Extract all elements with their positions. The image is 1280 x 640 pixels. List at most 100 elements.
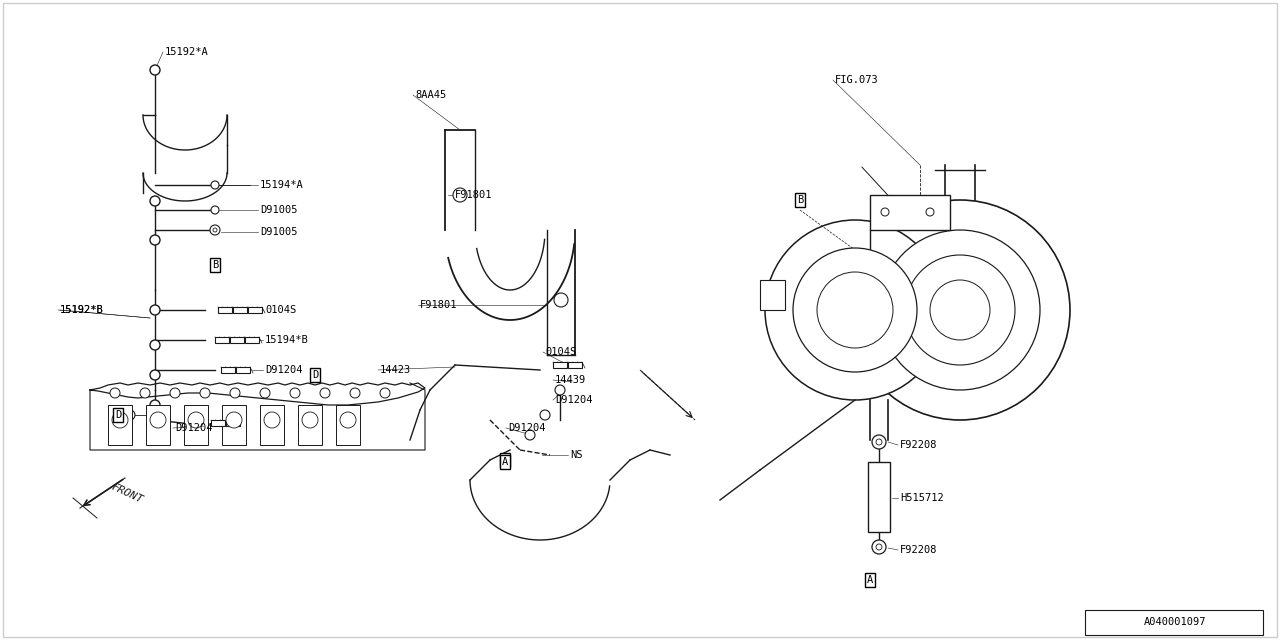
Text: B: B <box>212 260 218 270</box>
Text: D: D <box>115 410 122 420</box>
Text: FIG.073: FIG.073 <box>835 75 879 85</box>
Text: A: A <box>502 455 508 465</box>
Text: 15192*A: 15192*A <box>165 47 209 57</box>
Circle shape <box>540 410 550 420</box>
Text: 15192*B: 15192*B <box>60 305 104 315</box>
Text: 15192*B: 15192*B <box>60 305 104 315</box>
Circle shape <box>291 388 300 398</box>
Circle shape <box>881 230 1039 390</box>
Text: 0104S: 0104S <box>545 347 576 357</box>
Circle shape <box>200 388 210 398</box>
Circle shape <box>264 412 280 428</box>
Circle shape <box>113 412 128 428</box>
Circle shape <box>380 388 390 398</box>
Text: D91005: D91005 <box>260 227 297 237</box>
Text: D91204: D91204 <box>508 423 545 433</box>
Circle shape <box>140 388 150 398</box>
Text: 8AA45: 8AA45 <box>415 90 447 100</box>
Bar <box>248 307 262 313</box>
Bar <box>870 195 950 230</box>
Circle shape <box>850 200 1070 420</box>
Bar <box>218 307 232 313</box>
Text: H515712: H515712 <box>900 493 943 503</box>
Circle shape <box>150 65 160 75</box>
Text: A040001097: A040001097 <box>1144 617 1206 627</box>
Circle shape <box>817 272 893 348</box>
Text: D91204: D91204 <box>556 395 593 405</box>
Bar <box>855 275 955 345</box>
Circle shape <box>227 412 242 428</box>
Circle shape <box>110 388 120 398</box>
Circle shape <box>150 412 166 428</box>
Circle shape <box>150 235 160 245</box>
Circle shape <box>125 410 134 420</box>
Bar <box>260 405 284 445</box>
Circle shape <box>525 430 535 440</box>
Circle shape <box>554 293 568 307</box>
Circle shape <box>150 196 160 206</box>
Circle shape <box>260 388 270 398</box>
Circle shape <box>170 388 180 398</box>
Text: D: D <box>312 370 319 380</box>
Circle shape <box>905 255 1015 365</box>
Circle shape <box>211 206 219 214</box>
Text: 15194*B: 15194*B <box>265 335 308 345</box>
Bar <box>244 337 259 343</box>
Circle shape <box>210 225 220 235</box>
Circle shape <box>794 248 916 372</box>
Bar <box>553 362 567 368</box>
Circle shape <box>931 280 989 340</box>
Text: 15194*A: 15194*A <box>260 180 303 190</box>
Circle shape <box>876 439 882 445</box>
Bar <box>221 367 236 373</box>
Circle shape <box>150 340 160 350</box>
Text: F91801: F91801 <box>420 300 457 310</box>
Circle shape <box>876 544 882 550</box>
Text: F92208: F92208 <box>900 545 937 555</box>
Bar <box>298 405 323 445</box>
Bar <box>1085 610 1263 635</box>
Bar <box>184 405 207 445</box>
Bar <box>227 420 241 426</box>
Text: F92208: F92208 <box>900 440 937 450</box>
Circle shape <box>230 388 241 398</box>
Circle shape <box>925 208 934 216</box>
Bar <box>146 405 170 445</box>
Bar <box>221 405 246 445</box>
Bar <box>868 462 890 532</box>
Circle shape <box>872 435 886 449</box>
Bar <box>211 420 225 426</box>
Text: F91801: F91801 <box>454 190 493 200</box>
Bar <box>230 337 244 343</box>
Bar <box>236 367 250 373</box>
Text: A: A <box>867 575 873 585</box>
Circle shape <box>340 412 356 428</box>
Circle shape <box>349 388 360 398</box>
Text: NS: NS <box>570 450 582 460</box>
Text: 14423: 14423 <box>380 365 411 375</box>
Circle shape <box>211 181 219 189</box>
Text: D91204: D91204 <box>265 365 302 375</box>
Circle shape <box>320 388 330 398</box>
Bar <box>335 405 360 445</box>
Text: D91204: D91204 <box>175 423 212 433</box>
Circle shape <box>150 305 160 315</box>
Circle shape <box>302 412 317 428</box>
Text: FRONT: FRONT <box>110 481 145 505</box>
Bar <box>233 307 247 313</box>
Text: B: B <box>797 195 803 205</box>
Circle shape <box>188 412 204 428</box>
Circle shape <box>872 540 886 554</box>
Circle shape <box>453 188 467 202</box>
Text: 14439: 14439 <box>556 375 586 385</box>
Bar <box>760 280 785 310</box>
Bar <box>568 362 582 368</box>
Circle shape <box>556 385 564 395</box>
Bar <box>215 337 229 343</box>
Circle shape <box>150 400 160 410</box>
Text: A: A <box>502 457 508 467</box>
Circle shape <box>150 370 160 380</box>
Circle shape <box>881 208 890 216</box>
Circle shape <box>765 220 945 400</box>
Circle shape <box>212 228 218 232</box>
